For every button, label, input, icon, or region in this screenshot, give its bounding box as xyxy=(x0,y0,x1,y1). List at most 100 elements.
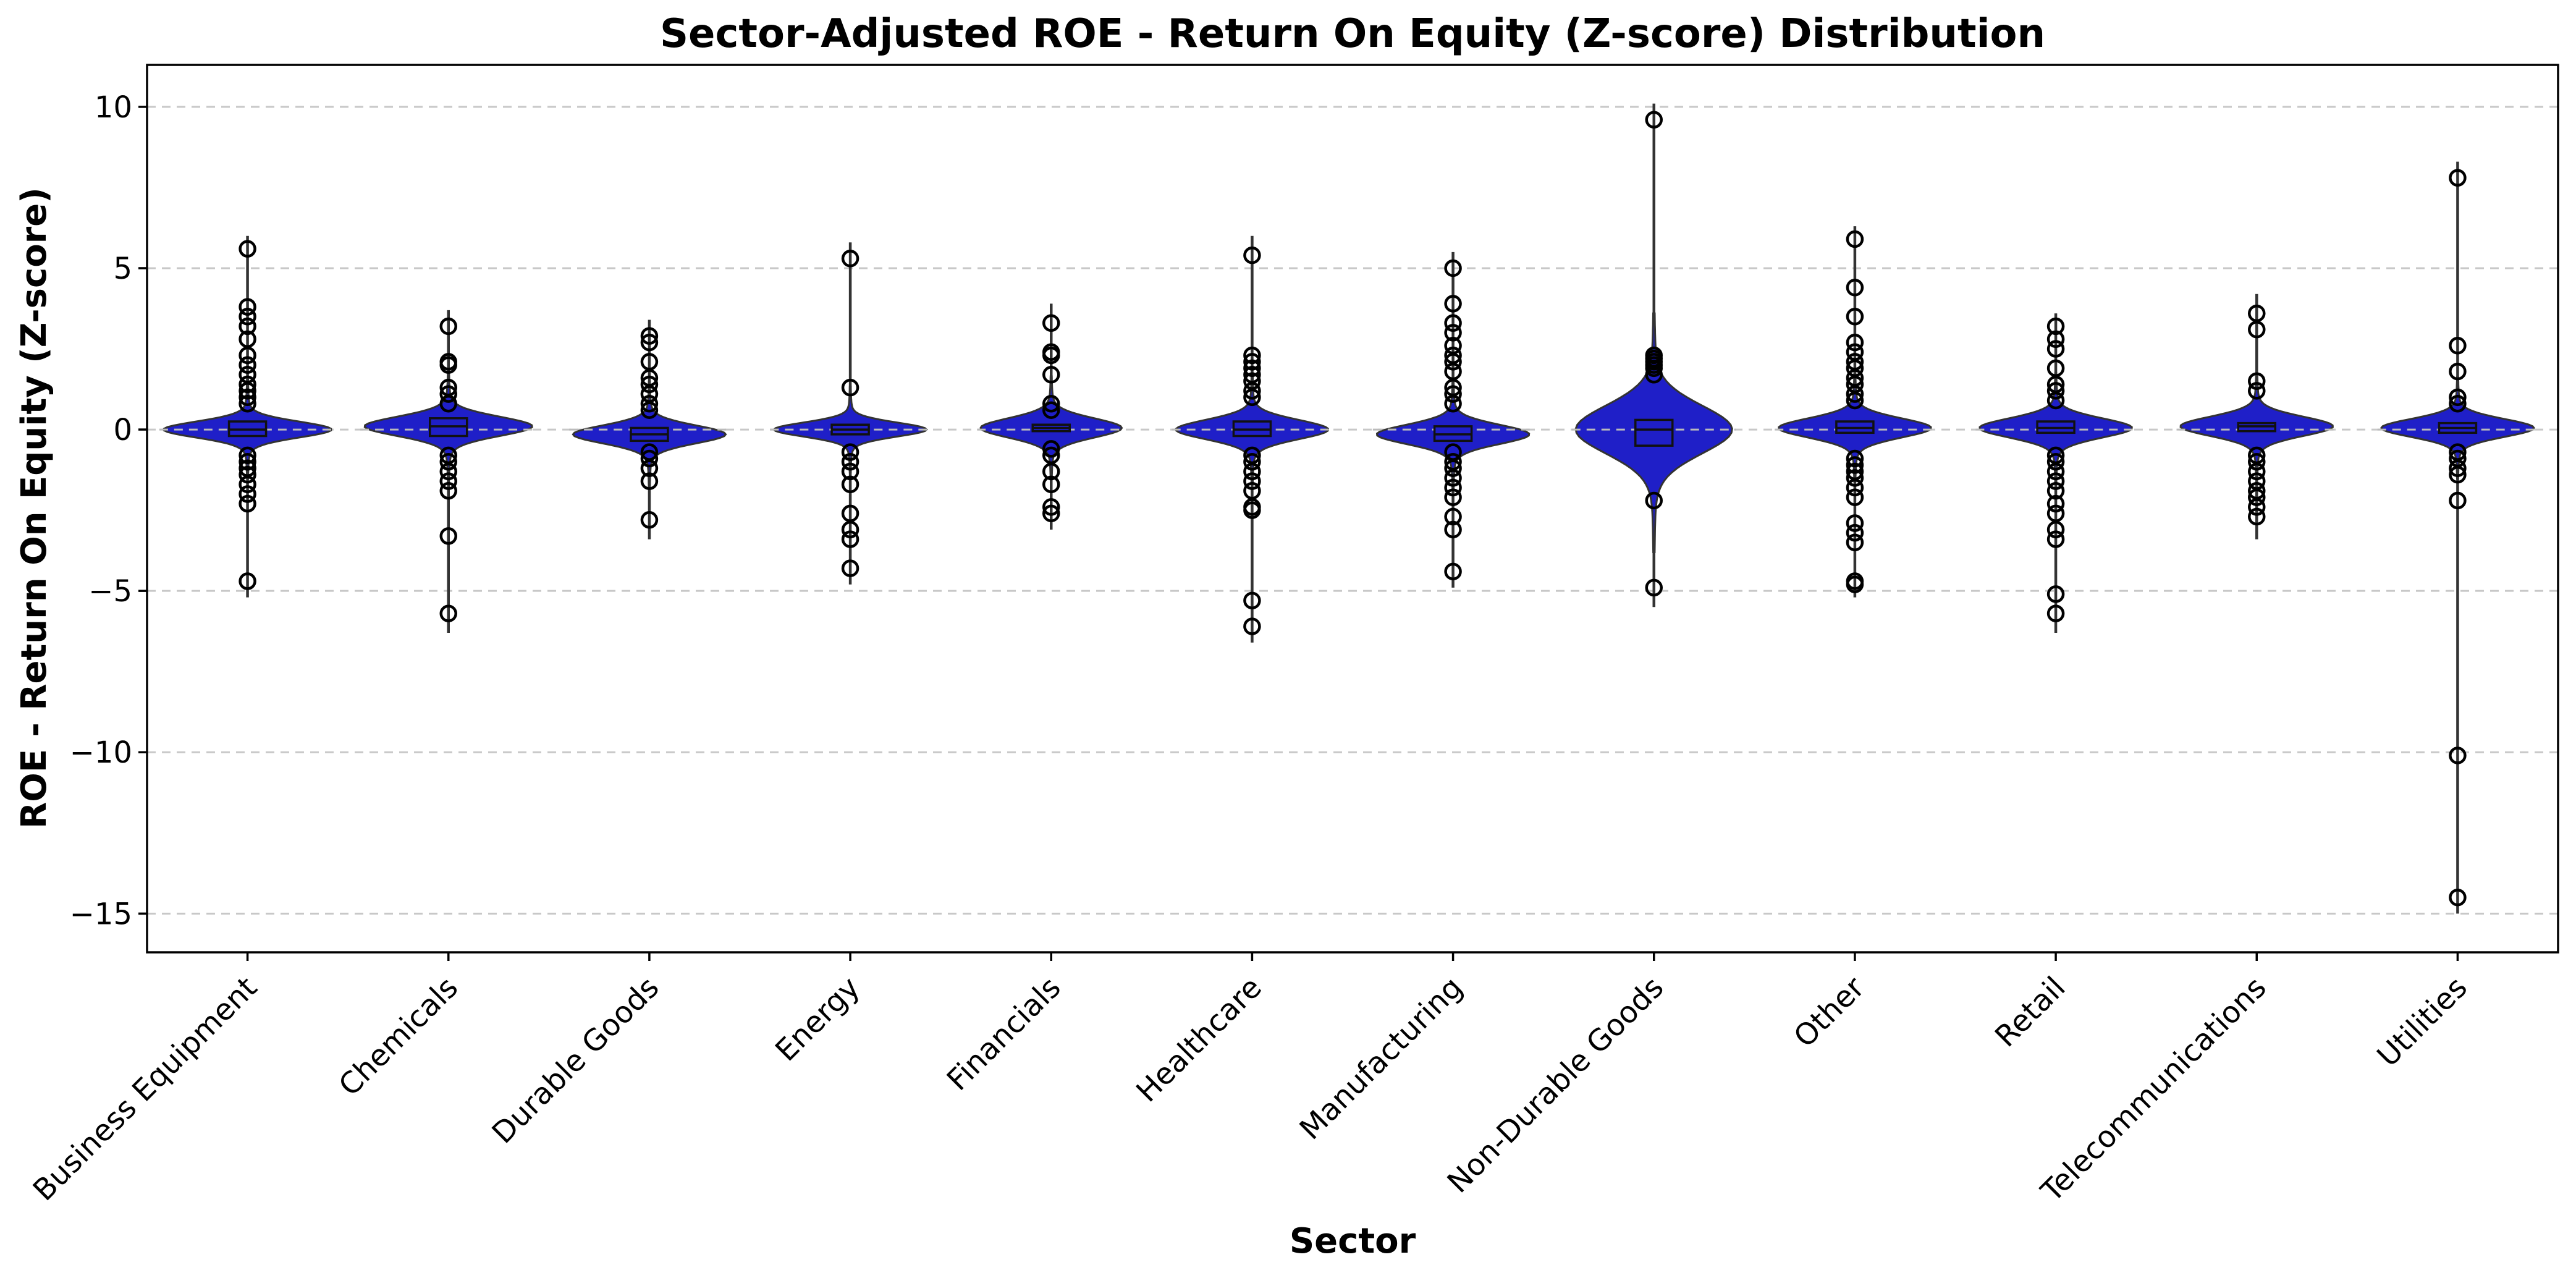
outlier-point xyxy=(1846,533,1864,552)
outlier-point xyxy=(439,462,457,481)
x-tick-label: Non-Durable Goods xyxy=(1441,970,1671,1200)
outlier-point xyxy=(2449,337,2467,355)
outlier-point xyxy=(2046,585,2065,603)
outlier-point xyxy=(439,395,457,413)
outlier-point xyxy=(2248,462,2266,481)
outlier-point xyxy=(1645,491,1663,510)
outlier-point xyxy=(640,327,659,345)
outlier-point xyxy=(640,472,659,490)
x-tick-label: Utilities xyxy=(2371,970,2474,1073)
outlier-point xyxy=(1444,259,1462,277)
outlier-point xyxy=(1042,366,1060,384)
outlier-point xyxy=(841,462,859,481)
outlier-point xyxy=(640,459,659,477)
y-tick-label: −5 xyxy=(88,574,132,609)
outlier-point xyxy=(439,527,457,545)
outlier-point xyxy=(1444,488,1462,506)
y-tick-label: −15 xyxy=(70,897,132,931)
outlier-point xyxy=(1846,488,1864,506)
outlier-point xyxy=(2449,747,2467,764)
outlier-point xyxy=(2248,372,2266,390)
outlier-point xyxy=(239,395,256,413)
outlier-point xyxy=(2046,340,2065,358)
x-tick-label: Retail xyxy=(1988,970,2072,1054)
outlier-point xyxy=(1042,475,1060,494)
outlier-point xyxy=(1042,395,1060,413)
outlier-point xyxy=(1243,453,1261,471)
outlier-point xyxy=(1243,388,1261,407)
outlier-point xyxy=(1243,359,1261,378)
outlier-point xyxy=(239,572,256,590)
outlier-point xyxy=(1444,469,1462,487)
outlier-point xyxy=(841,453,859,471)
outlier-point xyxy=(1846,575,1864,593)
chart-title: Sector-Adjusted ROE - Return On Equity (… xyxy=(660,11,2045,57)
outlier-point xyxy=(1846,230,1864,248)
outlier-point xyxy=(2449,395,2467,413)
outlier-point xyxy=(1645,366,1663,384)
outlier-point xyxy=(2046,494,2065,513)
outlier-point xyxy=(439,482,457,500)
outlier-point xyxy=(1846,523,1864,542)
outlier-point xyxy=(1243,346,1261,365)
outlier-point xyxy=(2449,169,2467,187)
y-tick-label: 0 xyxy=(113,413,132,447)
outlier-point xyxy=(2248,498,2266,516)
outlier-point xyxy=(1846,391,1864,410)
outlier-point xyxy=(640,375,659,394)
outlier-point xyxy=(640,511,659,529)
outlier-point xyxy=(1243,472,1261,490)
outlier-point xyxy=(841,475,859,494)
x-tick-label: Energy xyxy=(769,970,866,1068)
outlier-point xyxy=(439,604,457,622)
outlier-point xyxy=(2248,507,2266,526)
outlier-point xyxy=(640,401,659,419)
outlier-point xyxy=(640,395,659,413)
outlier-point xyxy=(239,453,256,471)
y-axis-label: ROE - Return On Equity (Z-score) xyxy=(14,187,54,829)
outlier-point xyxy=(1846,333,1864,352)
outlier-point xyxy=(1243,246,1261,264)
outlier-point xyxy=(239,317,256,336)
outlier-point xyxy=(1243,353,1261,371)
outlier-point xyxy=(239,346,256,365)
outlier-point xyxy=(1042,314,1060,332)
outlier-point xyxy=(1444,395,1462,413)
outlier-point xyxy=(1846,308,1864,326)
outlier-point xyxy=(1444,324,1462,342)
outlier-point xyxy=(1042,401,1060,419)
outlier-point xyxy=(841,443,859,461)
outlier-point xyxy=(2449,888,2467,907)
outlier-point xyxy=(1042,504,1060,523)
outlier-point xyxy=(2046,453,2065,471)
outlier-point xyxy=(1444,507,1462,526)
outlier-point xyxy=(1645,111,1663,129)
outlier-point xyxy=(1846,279,1864,297)
outlier-point xyxy=(239,465,256,484)
outlier-point xyxy=(2449,491,2467,510)
outlier-point xyxy=(1846,449,1864,468)
outlier-point xyxy=(1444,520,1462,539)
outlier-point xyxy=(239,308,256,326)
outlier-point xyxy=(2248,382,2266,400)
outlier-point xyxy=(2046,317,2065,336)
outlier-point xyxy=(1042,498,1060,516)
outlier-point xyxy=(239,298,256,316)
x-axis: Business Equipment Chemicals Durable Goods… xyxy=(27,952,2474,1209)
outlier-point xyxy=(1444,314,1462,332)
outlier-point xyxy=(1243,382,1261,400)
outlier-point xyxy=(439,317,457,336)
outlier-point xyxy=(1846,478,1864,497)
outlier-point xyxy=(1846,469,1864,487)
y-tick-label: −10 xyxy=(70,735,132,770)
outlier-point xyxy=(239,375,256,394)
outlier-point xyxy=(841,250,859,268)
outlier-point xyxy=(1846,385,1864,403)
outlier-point xyxy=(1243,462,1261,481)
outlier-point xyxy=(1444,459,1462,477)
violin-layer xyxy=(159,103,2538,914)
outlier-point xyxy=(2046,604,2065,622)
x-tick-label: Healthcare xyxy=(1130,970,1269,1109)
outlier-point xyxy=(2046,462,2065,481)
